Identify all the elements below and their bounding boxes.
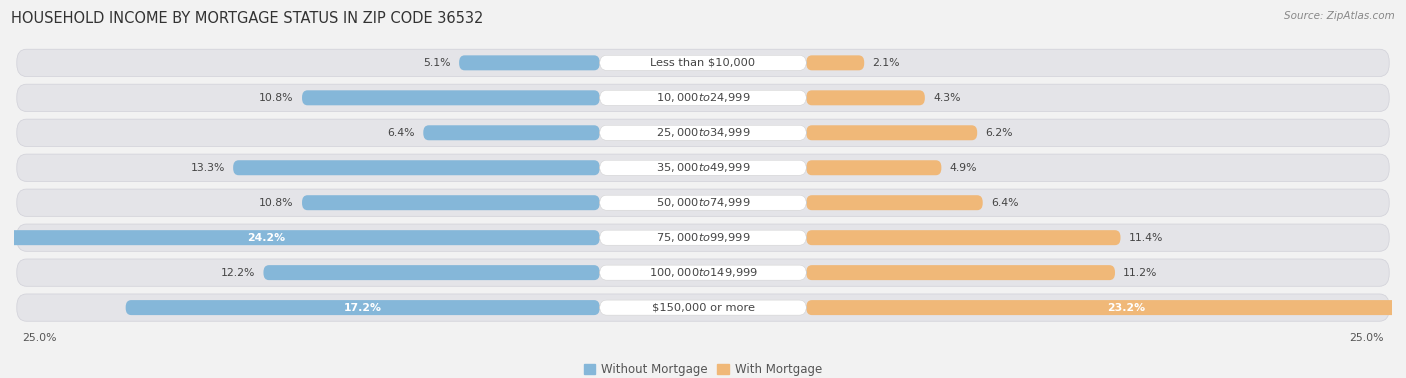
FancyBboxPatch shape: [17, 294, 1389, 321]
FancyBboxPatch shape: [460, 55, 599, 70]
FancyBboxPatch shape: [599, 55, 807, 70]
FancyBboxPatch shape: [599, 125, 807, 140]
FancyBboxPatch shape: [17, 189, 1389, 216]
FancyBboxPatch shape: [17, 224, 1389, 251]
FancyBboxPatch shape: [599, 300, 807, 315]
FancyBboxPatch shape: [599, 195, 807, 210]
FancyBboxPatch shape: [599, 90, 807, 105]
FancyBboxPatch shape: [125, 300, 599, 315]
FancyBboxPatch shape: [423, 125, 599, 140]
Text: 25.0%: 25.0%: [22, 333, 56, 343]
FancyBboxPatch shape: [807, 55, 865, 70]
Text: 25.0%: 25.0%: [1350, 333, 1384, 343]
Text: 11.2%: 11.2%: [1123, 268, 1157, 277]
FancyBboxPatch shape: [807, 160, 942, 175]
FancyBboxPatch shape: [599, 230, 807, 245]
FancyBboxPatch shape: [302, 90, 599, 105]
Text: 13.3%: 13.3%: [190, 163, 225, 173]
Text: 12.2%: 12.2%: [221, 268, 254, 277]
Text: 4.9%: 4.9%: [949, 163, 977, 173]
Text: $75,000 to $99,999: $75,000 to $99,999: [655, 231, 751, 244]
FancyBboxPatch shape: [17, 119, 1389, 146]
Text: 6.4%: 6.4%: [991, 198, 1018, 208]
Text: 17.2%: 17.2%: [343, 303, 381, 313]
Text: 2.1%: 2.1%: [873, 58, 900, 68]
FancyBboxPatch shape: [263, 265, 599, 280]
Text: 6.4%: 6.4%: [388, 128, 415, 138]
FancyBboxPatch shape: [302, 195, 599, 210]
FancyBboxPatch shape: [807, 300, 1406, 315]
Text: $150,000 or more: $150,000 or more: [651, 303, 755, 313]
Legend: Without Mortgage, With Mortgage: Without Mortgage, With Mortgage: [579, 358, 827, 378]
FancyBboxPatch shape: [807, 90, 925, 105]
Text: $50,000 to $74,999: $50,000 to $74,999: [655, 196, 751, 209]
Text: 5.1%: 5.1%: [423, 58, 451, 68]
Text: 11.4%: 11.4%: [1129, 233, 1163, 243]
FancyBboxPatch shape: [807, 125, 977, 140]
Text: Source: ZipAtlas.com: Source: ZipAtlas.com: [1284, 11, 1395, 21]
Text: $100,000 to $149,999: $100,000 to $149,999: [648, 266, 758, 279]
Text: 24.2%: 24.2%: [247, 233, 285, 243]
FancyBboxPatch shape: [233, 160, 599, 175]
FancyBboxPatch shape: [17, 154, 1389, 181]
Text: 6.2%: 6.2%: [986, 128, 1012, 138]
FancyBboxPatch shape: [17, 84, 1389, 112]
Text: HOUSEHOLD INCOME BY MORTGAGE STATUS IN ZIP CODE 36532: HOUSEHOLD INCOME BY MORTGAGE STATUS IN Z…: [11, 11, 484, 26]
Text: 23.2%: 23.2%: [1107, 303, 1144, 313]
FancyBboxPatch shape: [17, 259, 1389, 286]
Text: $10,000 to $24,999: $10,000 to $24,999: [655, 91, 751, 104]
FancyBboxPatch shape: [599, 160, 807, 175]
FancyBboxPatch shape: [807, 195, 983, 210]
FancyBboxPatch shape: [0, 230, 599, 245]
Text: 4.3%: 4.3%: [934, 93, 960, 103]
FancyBboxPatch shape: [807, 265, 1115, 280]
Text: Less than $10,000: Less than $10,000: [651, 58, 755, 68]
Text: $35,000 to $49,999: $35,000 to $49,999: [655, 161, 751, 174]
Text: 10.8%: 10.8%: [259, 93, 294, 103]
Text: $25,000 to $34,999: $25,000 to $34,999: [655, 126, 751, 139]
FancyBboxPatch shape: [17, 49, 1389, 76]
Text: 10.8%: 10.8%: [259, 198, 294, 208]
FancyBboxPatch shape: [599, 265, 807, 280]
FancyBboxPatch shape: [807, 230, 1121, 245]
